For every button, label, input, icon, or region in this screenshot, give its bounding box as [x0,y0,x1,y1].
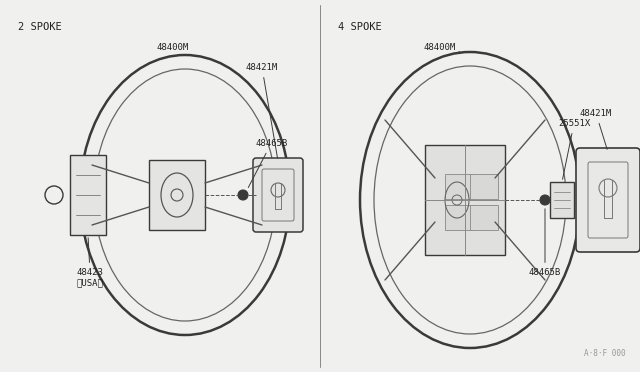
Text: 25551X: 25551X [558,119,590,179]
Text: 48421M: 48421M [246,63,278,158]
Circle shape [238,190,248,200]
Text: A·8·F 000: A·8·F 000 [584,349,626,358]
Text: 48421M: 48421M [580,109,612,149]
Text: 48465B: 48465B [248,139,287,187]
Bar [445,174,473,199]
Text: 48465B: 48465B [529,209,561,277]
Bar [470,174,498,199]
FancyBboxPatch shape [253,158,303,232]
Text: 4 SPOKE: 4 SPOKE [338,22,381,32]
Text: 48400M: 48400M [157,43,189,55]
Text: 48400M: 48400M [424,43,460,52]
Bar [70,155,106,235]
Text: （USA）: （USA） [77,278,104,287]
Bar [149,160,205,230]
Bar [445,205,473,230]
Bar [470,205,498,230]
Text: 2 SPOKE: 2 SPOKE [18,22,61,32]
Text: 48423: 48423 [77,238,104,277]
Bar [425,145,505,255]
FancyBboxPatch shape [576,148,640,252]
Circle shape [540,195,550,205]
Bar [550,182,574,218]
